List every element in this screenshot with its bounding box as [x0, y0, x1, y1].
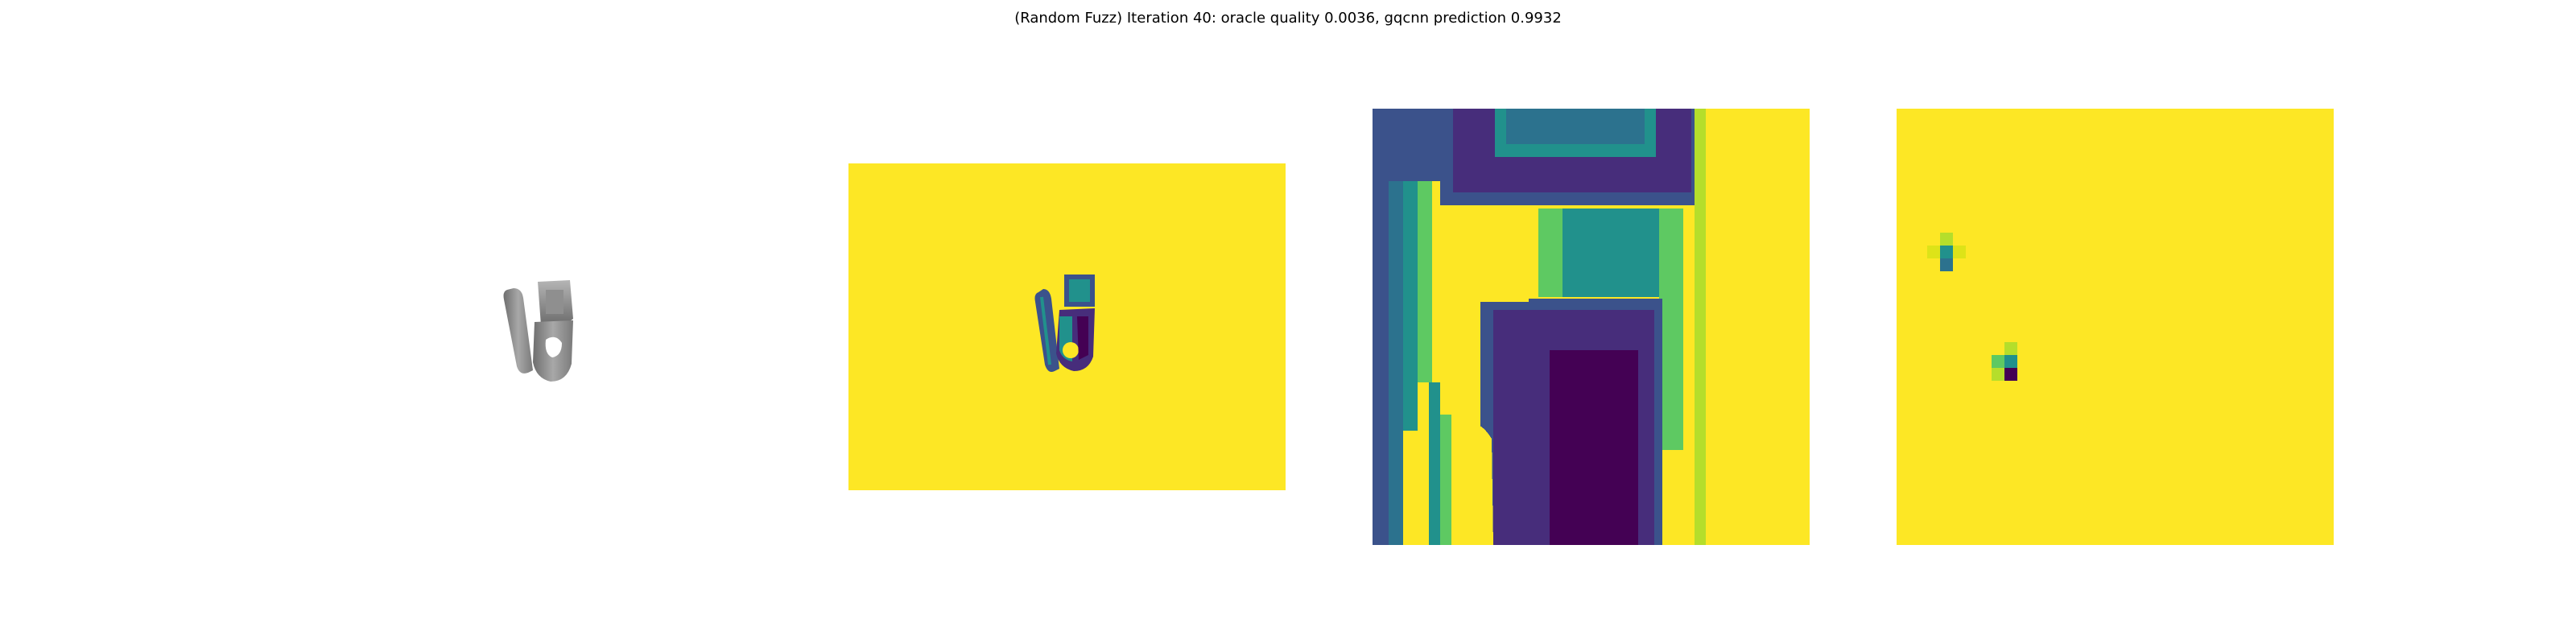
- object-left-arm: [503, 288, 533, 374]
- fuzz-noise-panel: [1897, 109, 2334, 545]
- depth-crop-panel: [1373, 109, 1810, 545]
- fuzz-noise-image: [1897, 109, 2334, 545]
- rendered-object-image: [503, 280, 573, 382]
- depth-image: [848, 163, 1286, 490]
- depth-crop-image: [1373, 109, 1810, 545]
- figure-title: (Random Fuzz) Iteration 40: oracle quali…: [1014, 10, 1562, 27]
- object-hole: [545, 336, 562, 357]
- rendered-object-panel: [467, 250, 612, 411]
- depth-image-panel: [848, 163, 1286, 490]
